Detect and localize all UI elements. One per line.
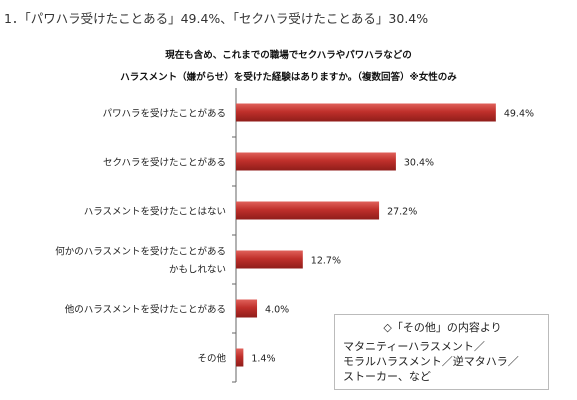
chart-title-line-1: 現在も含め、これまでの職場でセクハラやパワハラなどの bbox=[165, 50, 412, 61]
bar bbox=[236, 152, 396, 171]
other-details-line: モラルハラスメント／逆マタハラ／ bbox=[343, 355, 519, 368]
category-label: パワハラを受けたことがある bbox=[103, 108, 226, 120]
category-label: かもしれない bbox=[169, 265, 226, 276]
category-label: 他のハラスメントを受けたことがある bbox=[65, 304, 226, 316]
category-label: ハラスメントを受けたことはない bbox=[84, 206, 226, 218]
other-details-line: マタニティーハラスメント／ bbox=[343, 340, 485, 353]
bar bbox=[236, 299, 258, 318]
bar-value-label: 1.4% bbox=[251, 354, 275, 365]
bar-value-label: 30.4% bbox=[404, 158, 434, 169]
bar bbox=[236, 348, 244, 367]
bar-value-label: 4.0% bbox=[265, 305, 289, 316]
other-details-heading: ◇「その他」の内容より bbox=[383, 321, 502, 334]
bar-value-label: 49.4% bbox=[504, 109, 534, 120]
bar bbox=[236, 201, 380, 220]
bar bbox=[236, 103, 496, 122]
other-details-box: ◇「その他」の内容より マタニティーハラスメント／ モラルハラスメント／逆マタハ… bbox=[334, 314, 549, 390]
category-label: セクハラを受けたことがある bbox=[103, 157, 226, 169]
chart-title-line-2: ハラスメント（嫌がらせ）を受けた経験はありますか。（複数回答）※女性のみ bbox=[120, 72, 457, 83]
category-label: その他 bbox=[197, 353, 226, 365]
bar bbox=[236, 250, 303, 269]
category-label: 何かのハラスメントを受けたことがある bbox=[55, 246, 226, 258]
bar-value-label: 27.2% bbox=[387, 207, 417, 218]
bar-value-label: 12.7% bbox=[311, 256, 341, 267]
headline: 1．「パワハラ受けたことある」49.4%、「セクハラ受けたことある」30.4% bbox=[4, 11, 429, 26]
other-details-line: ストーカー、など bbox=[343, 370, 431, 383]
